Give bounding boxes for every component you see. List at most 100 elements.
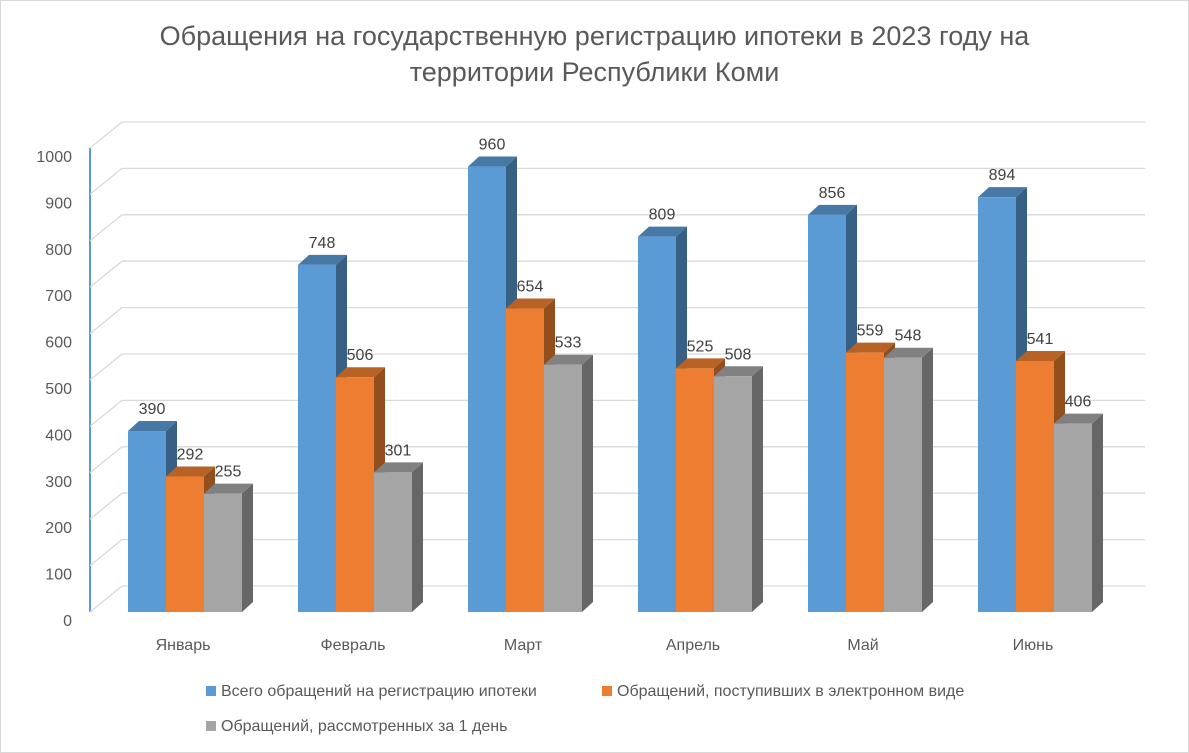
gridlines (89, 121, 1145, 613)
bar-0-1 (166, 476, 204, 612)
data-label: 559 (857, 323, 884, 340)
gridline (89, 167, 1145, 195)
bar-top (298, 254, 347, 265)
bar-2-0 (468, 166, 506, 612)
gridline (89, 353, 1145, 381)
chart-title-line-1: Обращения на государственную регистрацию… (159, 21, 1030, 51)
data-label: 654 (517, 279, 544, 296)
data-label: 292 (177, 447, 204, 464)
data-label: 406 (1065, 394, 1092, 411)
y-tick-label: 400 (45, 427, 72, 444)
bar-0-0 (128, 431, 166, 612)
legend-label-electronic: Обращений, поступивших в электронном вид… (617, 683, 965, 700)
bar-top (638, 226, 687, 237)
x-category-label: Май (847, 637, 878, 654)
bar-top (808, 204, 857, 215)
gridline (89, 399, 1145, 427)
bar-top (468, 156, 517, 167)
y-tick-label: 500 (45, 381, 72, 398)
chart-title-line-2: территории Республики Коми (409, 57, 780, 87)
bar-2-1 (506, 308, 544, 612)
legend-item-one-day: Обращений, рассмотренных за 1 день (206, 718, 507, 736)
y-tick-label: 300 (45, 474, 72, 491)
bar-top (676, 358, 725, 369)
bar-top (128, 421, 177, 432)
gridline (89, 214, 1145, 242)
bar-5-0 (978, 197, 1016, 612)
bar-2-2 (544, 364, 582, 612)
x-category-label: Март (504, 637, 543, 654)
bar-3-2 (714, 376, 752, 612)
gridline (89, 492, 1145, 520)
data-label: 548 (895, 328, 922, 345)
legend-swatch-electronic (602, 686, 612, 696)
bar-5-2 (1054, 423, 1092, 612)
data-label: 541 (1027, 331, 1054, 348)
bar-side (242, 483, 253, 612)
y-tick-label: 200 (45, 520, 72, 537)
bar-top (336, 367, 385, 378)
y-tick-label: 100 (45, 567, 72, 584)
bar-top (714, 366, 763, 377)
bar-top (166, 466, 215, 477)
data-label: 856 (819, 185, 846, 202)
data-label: 255 (215, 464, 242, 481)
x-category-label: Январь (156, 637, 211, 654)
y-axis-ticks: 0 100 200 300 400 500 600 700 800 900 1000 (36, 149, 72, 630)
y-tick-label: 700 (45, 288, 72, 305)
bar-0-2 (204, 493, 242, 612)
data-label: 960 (479, 137, 506, 154)
legend-item-electronic: Обращений, поступивших в электронном вид… (602, 683, 964, 701)
legend-label-one-day: Обращений, рассмотренных за 1 день (221, 718, 508, 735)
bar-side (922, 347, 933, 612)
bar-4-0 (808, 214, 846, 613)
bar-1-0 (298, 264, 336, 612)
bar-top (204, 483, 253, 494)
data-label: 301 (385, 442, 412, 459)
bar-4-2 (884, 357, 922, 612)
data-label: 525 (687, 338, 714, 355)
bar-side (412, 462, 423, 612)
bar-5-1 (1016, 360, 1054, 612)
data-label: 809 (649, 207, 676, 224)
bar-side (752, 366, 763, 612)
data-label: 390 (139, 401, 166, 418)
bar-top (1016, 350, 1065, 361)
data-label: 748 (309, 235, 336, 252)
bars (128, 156, 1103, 613)
data-label: 533 (555, 335, 582, 352)
bar-3-1 (676, 368, 714, 612)
data-label: 508 (725, 346, 752, 363)
legend-swatch-total (206, 686, 216, 696)
y-tick-label: 900 (45, 195, 72, 212)
gridline (89, 538, 1145, 567)
y-tick-label: 800 (45, 242, 72, 259)
bar-4-1 (846, 352, 884, 612)
gridline (89, 446, 1145, 474)
bar-top (978, 187, 1027, 198)
legend-label-total: Всего обращений на регистрацию ипотеки (221, 683, 537, 700)
bar-top (884, 347, 933, 358)
gridline (89, 306, 1145, 335)
bar-side (1092, 413, 1103, 612)
x-category-label: Апрель (666, 637, 720, 654)
gridline (89, 585, 1145, 613)
bar-top (544, 354, 593, 365)
bar-3-0 (638, 236, 676, 612)
bar-side (582, 354, 593, 612)
data-label: 506 (347, 347, 374, 364)
y-tick-label: 0 (63, 613, 72, 630)
gridline (89, 260, 1145, 288)
bar-top (1054, 413, 1103, 424)
bar-top (374, 462, 423, 473)
x-category-label: Февраль (320, 637, 385, 654)
bar-top (846, 342, 895, 353)
bar-1-2 (374, 472, 412, 612)
gridline (89, 121, 1145, 149)
legend-item-total: Всего обращений на регистрацию ипотеки (206, 683, 537, 701)
y-tick-label: 1000 (36, 149, 72, 166)
bar-1-1 (336, 377, 374, 612)
chart-title: Обращения на государственную регистрацию… (0, 18, 1189, 90)
data-labels: 390 292 255 748 506 301 960 654 533 809 525 508 856 5… (139, 137, 1092, 481)
data-label: 894 (989, 167, 1016, 184)
